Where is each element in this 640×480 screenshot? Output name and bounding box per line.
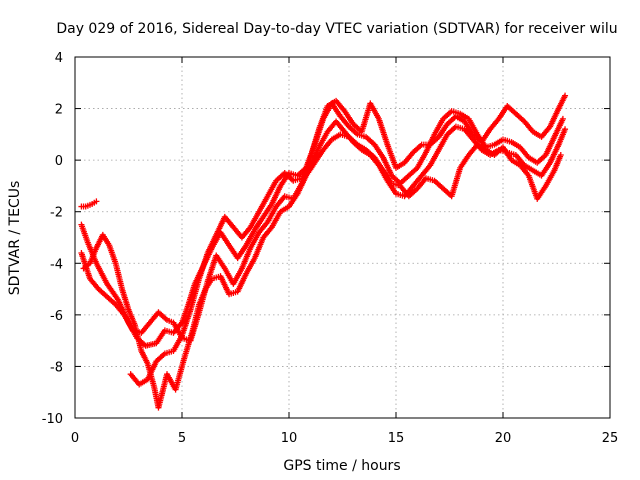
data-point xyxy=(559,115,566,122)
y-tick-label: -8 xyxy=(50,360,63,375)
gridlines xyxy=(75,57,610,418)
x-tick-label: 10 xyxy=(281,431,298,446)
x-tick-label: 15 xyxy=(388,431,405,446)
series-5 xyxy=(78,198,100,210)
y-tick-label: 0 xyxy=(55,154,63,169)
y-tick-label: -6 xyxy=(50,309,63,324)
x-tick-label: 20 xyxy=(495,431,512,446)
y-axis-ticks: -10 -8 -6 -4 -2 0 2 4 xyxy=(42,51,610,427)
data-point xyxy=(557,151,564,158)
y-tick-label: 2 xyxy=(55,103,63,118)
data-point xyxy=(93,198,100,205)
plot-frame xyxy=(74,56,611,419)
series-4 xyxy=(80,131,564,411)
y-axis-label: SDTVAR / TECUs xyxy=(7,181,23,296)
y-tick-label: -4 xyxy=(50,257,63,272)
data-point xyxy=(562,126,569,133)
x-tick-label: 5 xyxy=(178,431,186,446)
data-point xyxy=(562,92,569,99)
x-tick-label: 25 xyxy=(602,431,619,446)
x-tick-label: 0 xyxy=(71,431,79,446)
chart-title: Day 029 of 2016, Sidereal Day-to-day VTE… xyxy=(56,21,617,37)
y-tick-label: 4 xyxy=(55,51,63,66)
x-axis-ticks: 0 5 10 15 20 25 xyxy=(71,57,618,446)
y-tick-label: -10 xyxy=(42,412,63,427)
data-points xyxy=(78,92,569,411)
y-tick-label: -2 xyxy=(50,206,63,221)
x-axis-label: GPS time / hours xyxy=(283,458,400,474)
